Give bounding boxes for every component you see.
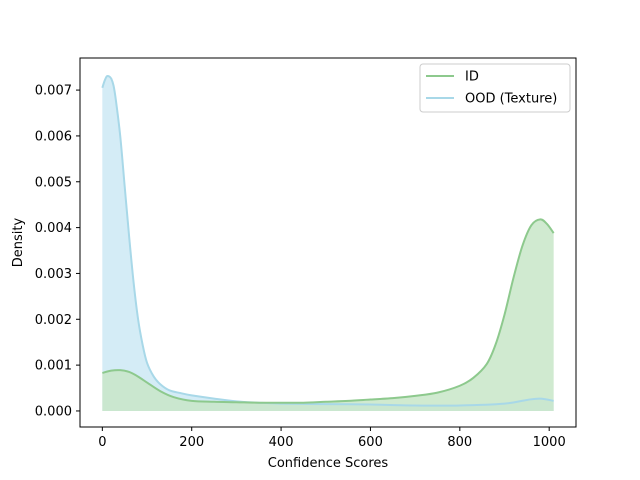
x-tick-label: 400 bbox=[269, 435, 294, 450]
y-axis-title: Density bbox=[11, 217, 26, 267]
y-axis: 0.000 0.001 0.002 0.003 0.004 0.005 0.006 0.007 bbox=[35, 84, 80, 419]
x-tick-label: 0 bbox=[98, 435, 106, 450]
legend-label-0: ID bbox=[465, 70, 479, 85]
x-tick-label: 200 bbox=[179, 435, 204, 450]
legend: ID OOD (Texture) bbox=[419, 63, 571, 113]
y-tick-label: 0.005 bbox=[35, 175, 72, 190]
x-axis-title: Confidence Scores bbox=[268, 456, 389, 471]
x-tick-label: 600 bbox=[358, 435, 383, 450]
x-axis: 0 200 400 600 800 1000 bbox=[98, 427, 566, 450]
density-line-0 bbox=[102, 218, 555, 404]
y-tick-label: 0.007 bbox=[35, 84, 72, 99]
y-tick-label: 0.002 bbox=[35, 313, 72, 328]
y-tick-label: 0.000 bbox=[35, 404, 72, 419]
y-tick-label: 0.001 bbox=[35, 359, 72, 374]
y-tick-label: 0.006 bbox=[35, 129, 72, 144]
axes-frame bbox=[79, 57, 577, 428]
x-tick-label: 800 bbox=[447, 435, 472, 450]
legend-box bbox=[419, 63, 571, 113]
x-tick-label: 1000 bbox=[533, 435, 566, 450]
y-tick-label: 0.003 bbox=[35, 267, 72, 282]
legend-label-1: OOD (Texture) bbox=[465, 92, 557, 107]
series-layer bbox=[101, 74, 555, 411]
density-line-1 bbox=[101, 74, 554, 407]
area-fill-0 bbox=[102, 219, 554, 411]
y-tick-label: 0.004 bbox=[35, 221, 72, 236]
area-fill-1 bbox=[102, 75, 554, 411]
